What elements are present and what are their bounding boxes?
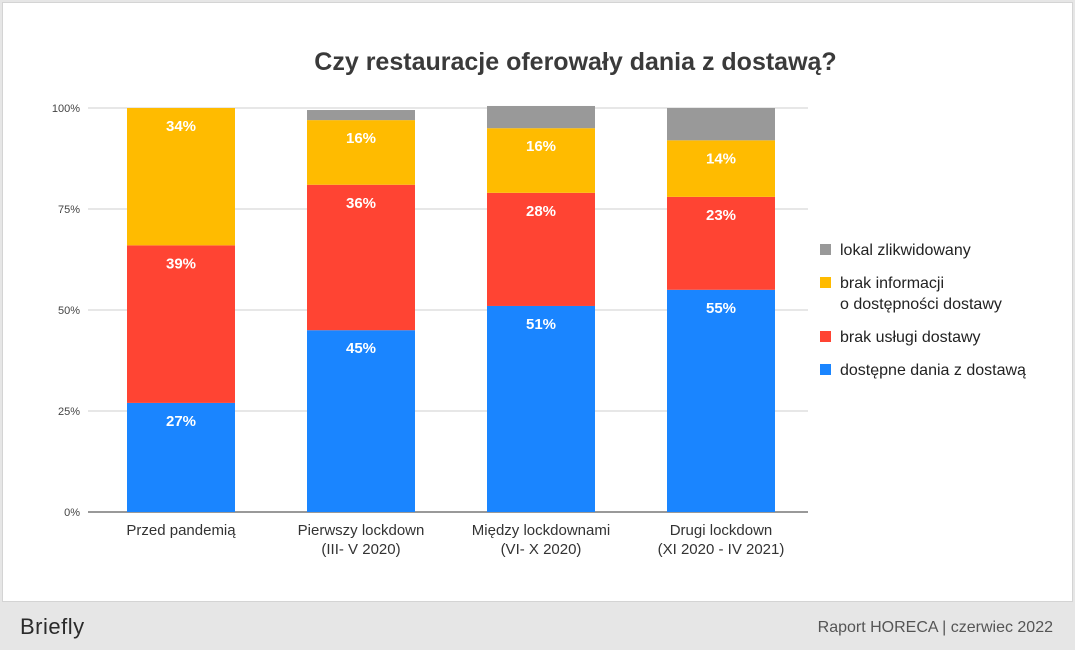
bar-segment: [487, 128, 595, 193]
legend-swatch: [820, 364, 831, 375]
x-category-label: Między lockdownami (VI- X 2020): [472, 522, 610, 558]
bar-segment: [307, 120, 415, 185]
brand-logo: Briefly: [20, 614, 85, 639]
data-label: 16%: [346, 130, 376, 147]
legend-label: brak informacji o dostępności dostawy: [840, 275, 1002, 313]
legend-label: brak usługi dostawy: [840, 329, 981, 346]
x-category-label: Drugi lockdown (XI 2020 - IV 2021): [658, 522, 785, 558]
bar-segment: [487, 105, 595, 129]
legend-item: lokal zlikwidowany: [820, 240, 1026, 261]
data-label: 51%: [526, 316, 556, 333]
data-label: 39%: [166, 255, 196, 272]
x-category-label: Przed pandemią: [126, 522, 236, 539]
bar-segment: [127, 108, 235, 246]
legend-label: lokal zlikwidowany: [840, 242, 971, 259]
data-label: 23%: [706, 207, 736, 224]
y-tick-label: 75%: [58, 204, 80, 216]
bar-segment: [307, 184, 415, 331]
footer: Briefly Raport HORECA | czerwiec 2022: [0, 603, 1075, 650]
bar-segment: [307, 110, 415, 121]
data-label: 45%: [346, 340, 376, 357]
legend-swatch: [820, 331, 831, 342]
legend-item: dostępne dania z dostawą: [820, 360, 1026, 381]
data-label: 36%: [346, 195, 376, 212]
bar-segment: [127, 245, 235, 403]
legend-item: brak usługi dostawy: [820, 327, 1026, 348]
bar-segment: [667, 140, 775, 197]
bar-segment: [307, 330, 415, 512]
data-label: 27%: [166, 413, 196, 430]
data-label: 14%: [706, 150, 736, 167]
data-label: 34%: [166, 118, 196, 135]
y-tick-label: 0%: [64, 507, 80, 519]
bar-segment: [667, 289, 775, 512]
chart-plot: 0% 25% 50% 75% 100% 27% 39% 34% Przed pandemią 45…: [52, 103, 808, 558]
bar-segment: [667, 108, 775, 141]
legend-swatch: [820, 277, 831, 288]
bar-segment: [667, 196, 775, 290]
data-label: 55%: [706, 300, 736, 317]
bar-segment: [487, 192, 595, 306]
data-label: 28%: [526, 203, 556, 220]
x-category-label: Pierwszy lockdown (III- V 2020): [298, 522, 425, 558]
bar-segment: [487, 305, 595, 512]
legend-label: dostępne dania z dostawą: [840, 362, 1026, 379]
chart-title: Czy restauracje oferowały dania z dostaw…: [314, 48, 837, 76]
report-caption: Raport HORECA | czerwiec 2022: [817, 619, 1053, 636]
legend-item: brak informacji o dostępności dostawy: [820, 273, 1026, 315]
y-tick-label: 50%: [58, 305, 80, 317]
chart-legend: lokal zlikwidowany brak informacji o dost…: [820, 240, 1026, 393]
y-tick-label: 25%: [58, 406, 80, 418]
y-tick-label: 100%: [52, 103, 80, 115]
bar-segment: [127, 402, 235, 512]
data-label: 16%: [526, 138, 556, 155]
legend-swatch: [820, 244, 831, 255]
